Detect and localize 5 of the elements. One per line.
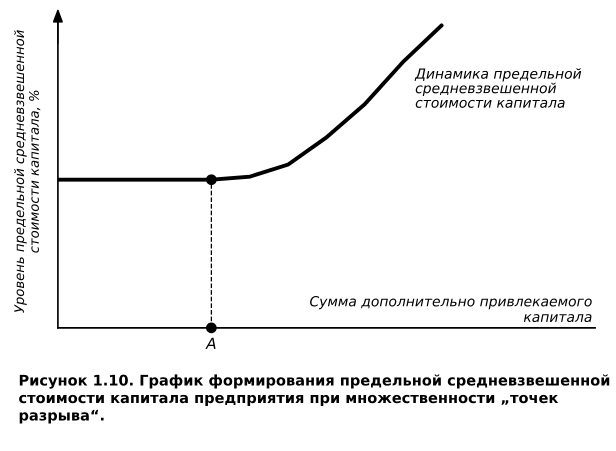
- text: Рисунок 1.10. График формирования предельной средневзвешенной стоимости капитала предприятия при множественности „точек разрыва“.: [19, 374, 610, 424]
- text: A: [205, 338, 216, 349]
- y-axis-title: Уровень предельной средневзвешенной стоимости капитала, %: [14, 30, 40, 313]
- x-axis-title: Сумма дополнительно привлекаемого капитала: [310, 296, 592, 322]
- annotation: Динамика предельной средневзвешенной стоимости капитала: [414, 68, 582, 108]
